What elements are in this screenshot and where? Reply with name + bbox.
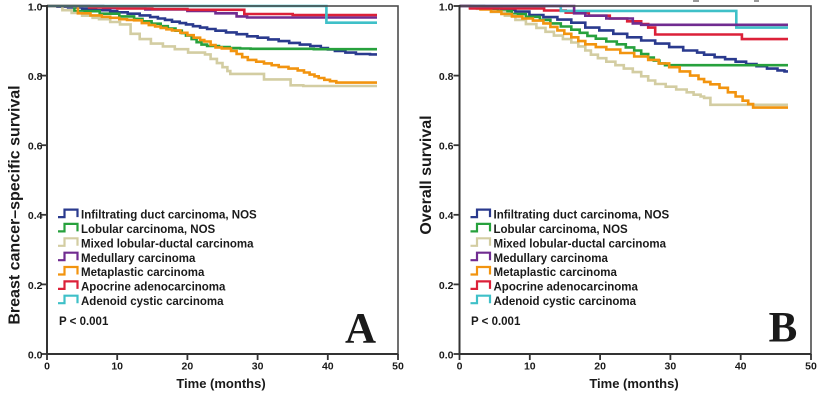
svg-text:0.4: 0.4 [439, 210, 454, 222]
svg-text:Adenoid cystic carcinoma: Adenoid cystic carcinoma [494, 296, 637, 308]
svg-text:50: 50 [392, 361, 404, 373]
svg-text:P < 0.001: P < 0.001 [471, 316, 521, 328]
svg-text:10: 10 [111, 361, 123, 373]
svg-text:Time (months): Time (months) [589, 376, 678, 391]
svg-text:B: B [769, 305, 798, 352]
svg-text:50: 50 [805, 361, 817, 373]
svg-text:0.4: 0.4 [28, 210, 43, 222]
svg-text:A: A [345, 306, 376, 353]
svg-text:30: 30 [665, 361, 677, 373]
svg-text:Infiltrating duct carcinoma, N: Infiltrating duct carcinoma, NOS [494, 210, 670, 222]
svg-text:0: 0 [44, 361, 50, 373]
svg-text:Mixed lobular-ductal carcinoma: Mixed lobular-ductal carcinoma [494, 238, 667, 250]
svg-text:0.8: 0.8 [439, 71, 454, 83]
svg-text:Apocrine adenocarcinoma: Apocrine adenocarcinoma [494, 281, 639, 293]
svg-text:Metaplastic carcinoma: Metaplastic carcinoma [494, 267, 618, 279]
svg-text:20: 20 [182, 361, 194, 373]
svg-text:0: 0 [457, 361, 463, 373]
svg-text:Metaplastic carcinoma: Metaplastic carcinoma [81, 267, 205, 279]
svg-text:Mixed lobular-ductal carcinoma: Mixed lobular-ductal carcinoma [81, 238, 254, 250]
svg-text:0.2: 0.2 [28, 280, 43, 292]
svg-text:0.8: 0.8 [28, 71, 43, 83]
svg-text:20: 20 [594, 361, 606, 373]
svg-text:Lobular carcinoma, NOS: Lobular carcinoma, NOS [81, 224, 216, 236]
svg-text:Adenoid cystic carcinoma: Adenoid cystic carcinoma [81, 296, 224, 308]
svg-text:1.0: 1.0 [28, 1, 43, 13]
svg-text:0.6: 0.6 [439, 141, 454, 153]
svg-text:0.6: 0.6 [28, 141, 43, 153]
svg-text:Breast cancer–specific surviva: Breast cancer–specific survival [7, 85, 24, 324]
svg-text:P < 0.001: P < 0.001 [59, 316, 109, 328]
svg-text:40: 40 [322, 361, 334, 373]
svg-text:Medullary carcinoma: Medullary carcinoma [494, 253, 609, 265]
svg-text:0.2: 0.2 [439, 280, 454, 292]
svg-text:Apocrine adenocarcinoma: Apocrine adenocarcinoma [81, 281, 226, 293]
svg-text:10: 10 [524, 361, 536, 373]
svg-text:30: 30 [252, 361, 264, 373]
svg-text:Time (months): Time (months) [176, 376, 265, 391]
svg-text:Lobular carcinoma, NOS: Lobular carcinoma, NOS [494, 224, 629, 236]
svg-text:0.0: 0.0 [439, 349, 454, 361]
svg-text:1.0: 1.0 [439, 1, 454, 13]
svg-text:Infiltrating duct carcinoma, N: Infiltrating duct carcinoma, NOS [81, 210, 257, 222]
svg-text:40: 40 [735, 361, 747, 373]
svg-text:Medullary carcinoma: Medullary carcinoma [81, 253, 196, 265]
svg-text:0.0: 0.0 [28, 349, 43, 361]
svg-text:Overall survival: Overall survival [418, 115, 435, 234]
